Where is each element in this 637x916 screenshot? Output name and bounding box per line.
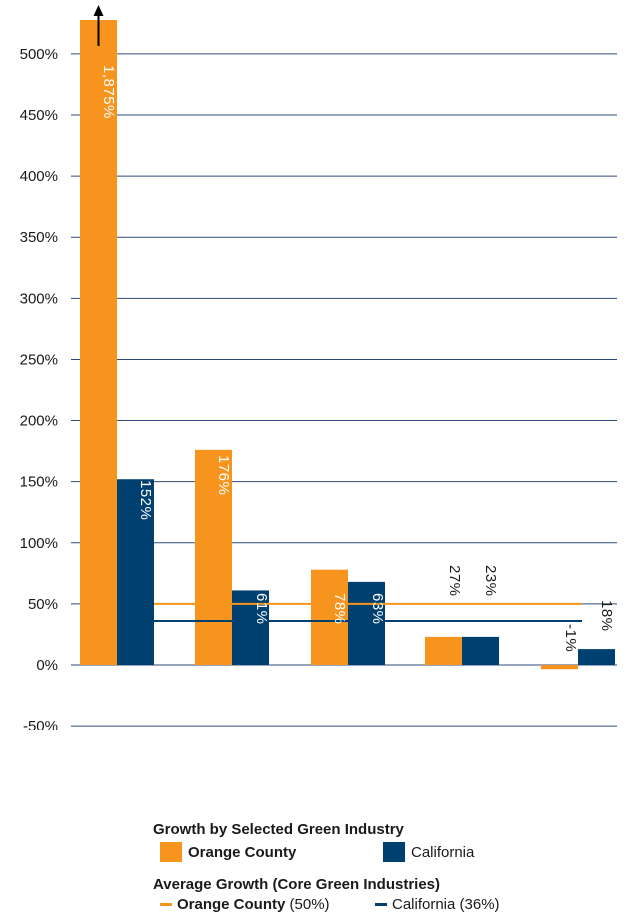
data-label: 176%	[215, 455, 232, 495]
data-label: 1,875%	[100, 65, 117, 119]
bar-orange-county	[80, 20, 117, 665]
y-tick-label: 450%	[20, 107, 58, 124]
legend-value: (36%)	[455, 896, 500, 913]
y-tick-label: 150%	[20, 474, 58, 491]
data-label: 61%	[253, 593, 270, 625]
y-tick-label: 350%	[20, 229, 58, 246]
data-label: 78%	[331, 593, 348, 625]
bar-chart: 500% 450% 400% 350% 300% 250% 200% 150% 100% 50% 0…	[20, 5, 617, 730]
data-label: -1%	[562, 624, 579, 652]
bar-california	[117, 479, 154, 665]
y-tick-label: 100%	[20, 535, 58, 552]
blue-line-swatch	[375, 903, 387, 906]
bar-california	[232, 590, 269, 665]
overflow-arrowhead-icon	[93, 5, 104, 16]
legend-label: California	[392, 896, 456, 913]
bar-orange-county	[541, 665, 578, 670]
orange-swatch	[160, 842, 182, 862]
data-label: 152%	[137, 480, 154, 520]
y-tick-label: 0%	[36, 657, 58, 674]
y-tick-label: -50%	[23, 718, 58, 730]
data-label: 63%	[369, 593, 386, 625]
bar-california	[578, 649, 615, 665]
y-tick-label: 400%	[20, 168, 58, 185]
legend-bars-title: Growth by Selected Green Industry	[153, 821, 404, 838]
legend-label: California	[411, 843, 475, 861]
orange-line-swatch	[160, 903, 172, 906]
legend-label: Orange County	[177, 896, 286, 913]
y-tick-label: 200%	[20, 413, 58, 430]
bar-california	[348, 581, 385, 665]
blue-swatch	[383, 842, 405, 862]
data-label: 18%	[598, 600, 615, 632]
y-tick-label: 300%	[20, 290, 58, 307]
legend-line-orange-county: Orange County (50%)	[160, 896, 330, 913]
legend-value: (50%)	[285, 896, 330, 913]
data-label: 23%	[482, 565, 499, 597]
bar-orange-county	[425, 636, 462, 665]
y-tick-label: 250%	[20, 351, 58, 368]
bar-california	[462, 636, 499, 665]
bar-orange-county	[311, 569, 348, 665]
legend-lines-title: Average Growth (Core Green Industries)	[153, 876, 441, 893]
y-tick-label: 50%	[28, 596, 58, 613]
y-tick-label: 500%	[20, 46, 58, 63]
data-label: 27%	[446, 565, 463, 597]
legend-label: Orange County	[188, 843, 297, 861]
legend-item-orange-county: Orange County	[160, 842, 296, 862]
legend-item-california: California	[383, 842, 474, 862]
legend-line-california: California (36%)	[375, 896, 500, 913]
bar-orange-county	[195, 449, 232, 665]
